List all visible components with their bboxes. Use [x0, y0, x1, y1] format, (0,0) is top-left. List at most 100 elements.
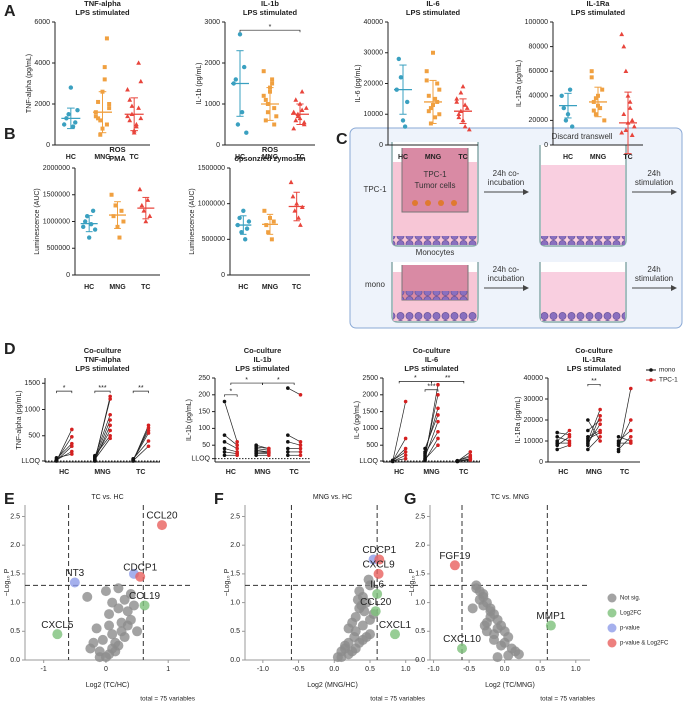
dot — [424, 69, 429, 74]
point — [156, 520, 167, 531]
y-tick-label: 2000 — [204, 60, 220, 67]
dot — [270, 81, 275, 86]
chart-title: Co-culture — [84, 346, 122, 355]
dot — [269, 237, 274, 242]
y-axis-label: Luminescence (AUC) — [189, 188, 196, 255]
dot — [619, 130, 625, 135]
dot — [84, 213, 90, 219]
tumor-cell — [412, 200, 418, 206]
dot — [291, 109, 297, 114]
pair-line — [132, 445, 149, 461]
dot — [433, 115, 438, 120]
y-tick-label: 500 — [366, 442, 378, 449]
point — [513, 649, 524, 660]
chart-title: IL-6 — [426, 0, 439, 8]
pair-line — [424, 444, 439, 460]
dot — [264, 223, 269, 228]
row-label: TPC-1 — [363, 185, 387, 194]
dot — [70, 449, 74, 454]
dot — [436, 393, 440, 397]
dot — [621, 111, 627, 117]
y-tick-label: 40000 — [364, 19, 384, 26]
dot — [436, 436, 440, 441]
dot — [424, 78, 429, 83]
dot — [127, 117, 133, 123]
point — [471, 583, 482, 594]
pair-line — [56, 453, 72, 459]
legend-dot — [607, 608, 617, 618]
dot — [290, 193, 296, 199]
x-tick-label: MNG — [586, 469, 603, 476]
chart-title: TC vs. HC — [91, 494, 123, 501]
x-tick-label: TC — [459, 469, 468, 476]
dot — [293, 97, 299, 102]
x-axis-label: Log2 (TC/HC) — [86, 682, 130, 689]
dot — [70, 427, 74, 432]
point — [100, 586, 111, 597]
x-tick-label: 1.0 — [401, 666, 411, 673]
dot — [631, 123, 637, 129]
dot — [629, 418, 633, 422]
dot — [239, 230, 244, 235]
step-label: stimulation — [635, 178, 673, 187]
dot — [261, 93, 266, 98]
dot — [555, 447, 559, 452]
y-tick-label: 2.0 — [230, 542, 240, 549]
dot — [243, 237, 248, 242]
chart-title: LPS stimulated — [571, 8, 626, 17]
dot — [222, 399, 227, 404]
dot — [436, 419, 440, 424]
dot — [96, 116, 101, 121]
significance-bracket — [94, 390, 111, 394]
dot — [428, 106, 433, 111]
dot — [627, 105, 633, 110]
step-label: 24h — [647, 265, 660, 274]
pair-line — [557, 436, 570, 442]
dot — [93, 114, 98, 119]
dot — [129, 103, 135, 108]
dot — [296, 215, 301, 220]
x-tick-label: TC — [620, 469, 629, 476]
y-tick-label: 0.5 — [10, 628, 20, 635]
dot — [403, 446, 408, 451]
x-tick-label: MNG — [425, 154, 442, 161]
significance-label: * — [63, 385, 66, 392]
y-tick-label: 30000 — [524, 396, 544, 403]
y-tick-label: 20000 — [524, 417, 544, 424]
dot — [108, 412, 112, 417]
y-tick-label: 1000000 — [43, 218, 70, 225]
point-label: NT3 — [65, 568, 84, 579]
point-label: CXCL5 — [41, 620, 74, 631]
dot — [104, 36, 109, 41]
x-tick-label: 0.5 — [535, 666, 545, 673]
significance-bracket — [587, 383, 601, 387]
y-tick-label: 0.0 — [10, 657, 20, 664]
pair-line — [424, 408, 439, 453]
dot — [254, 450, 258, 454]
chart-title: MNG vs. HC — [313, 494, 352, 501]
y-tick-label: 10000 — [364, 111, 384, 118]
y-tick-label: 2.5 — [10, 513, 20, 520]
y-tick-label: LLOQ — [21, 458, 40, 465]
dot — [86, 235, 92, 240]
dot — [93, 457, 97, 462]
monocyte-layer — [402, 291, 468, 300]
dot — [73, 120, 78, 125]
legend-label: p-value & Log2FC — [620, 641, 669, 647]
point — [110, 646, 121, 657]
pair-line — [556, 430, 570, 442]
significance-label: * — [414, 375, 417, 382]
y-tick-label: 0 — [221, 272, 225, 279]
x-tick-label: TC — [458, 154, 467, 161]
y-tick-label: 1.5 — [10, 571, 20, 578]
point — [69, 577, 80, 588]
dot — [146, 423, 151, 428]
dot — [263, 118, 268, 123]
monocyte-layer — [393, 312, 477, 321]
dot — [222, 446, 227, 451]
point — [449, 560, 460, 571]
x-tick-label: HC — [84, 284, 94, 291]
chart-title: LPS stimulated — [75, 8, 130, 17]
dot — [286, 386, 290, 390]
dot — [235, 446, 239, 451]
